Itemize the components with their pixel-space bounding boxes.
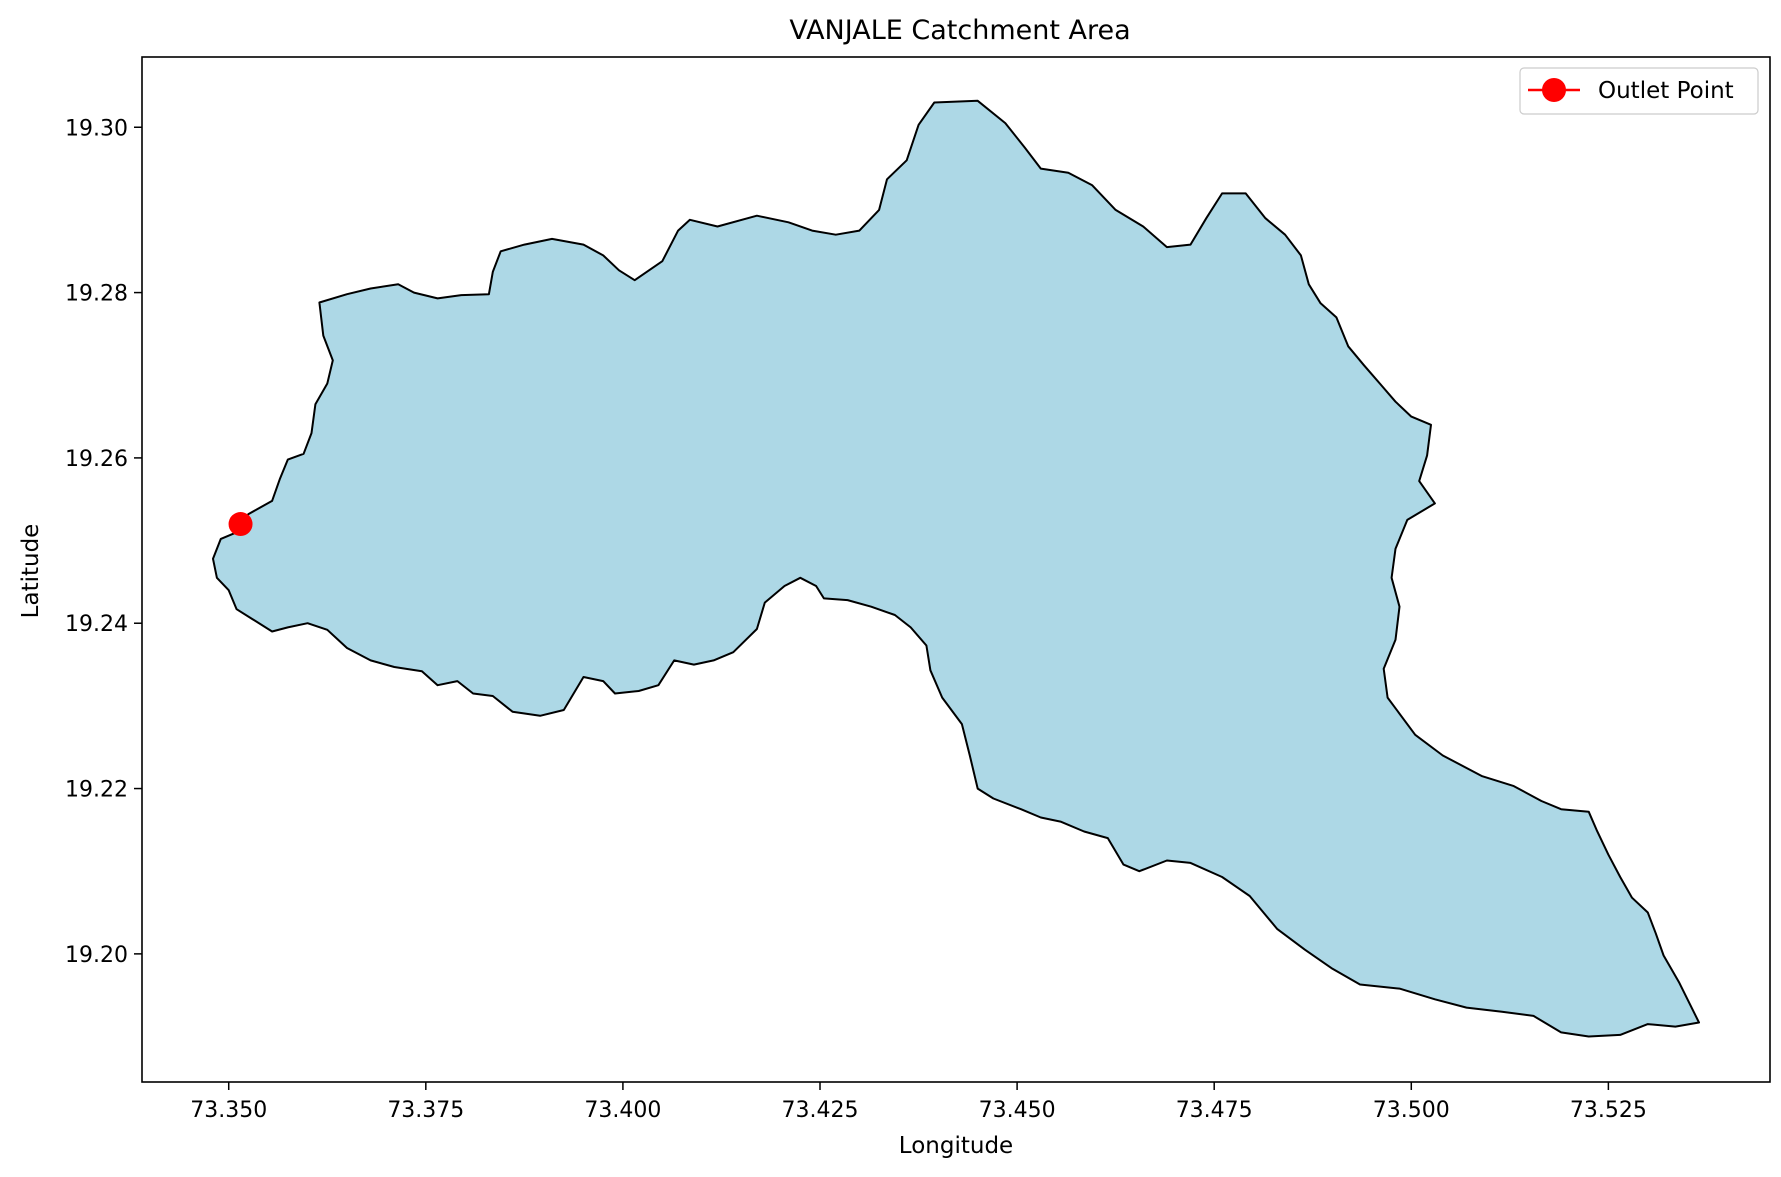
y-tick-label: 19.30 xyxy=(65,116,128,141)
x-axis: 73.350 73.375 73.400 73.425 73.450 73.475 73.5… xyxy=(190,1082,1647,1123)
y-tick-label: 19.20 xyxy=(65,943,128,968)
axes-frame xyxy=(141,56,1771,1083)
chart-title: VANJALE Catchment Area xyxy=(789,15,1130,46)
x-tick-label: 73.500 xyxy=(1373,1098,1450,1123)
y-tick-label: 19.24 xyxy=(65,612,128,637)
legend-marker-sample xyxy=(1542,78,1566,102)
catchment-polygon xyxy=(212,99,1700,1038)
x-tick-label: 73.375 xyxy=(387,1098,464,1123)
y-tick-label: 19.22 xyxy=(65,778,128,803)
x-tick-label: 73.425 xyxy=(782,1098,859,1123)
y-tick-label: 19.26 xyxy=(65,447,128,472)
legend-box xyxy=(1519,67,1759,115)
y-tick-label: 19.28 xyxy=(65,282,128,307)
x-tick-label: 73.525 xyxy=(1570,1098,1647,1123)
x-axis-label: Longitude xyxy=(899,1133,1013,1159)
y-axis-label: Latitude xyxy=(18,524,44,619)
x-tick-label: 73.400 xyxy=(584,1098,661,1123)
legend: Outlet Point xyxy=(1519,67,1759,115)
x-tick-label: 73.450 xyxy=(979,1098,1056,1123)
plot-area xyxy=(141,56,1771,1083)
legend-label-outlet-point: Outlet Point xyxy=(1598,78,1734,104)
y-axis: 19.20 19.22 19.24 19.26 19.28 19.30 xyxy=(65,116,142,968)
x-tick-label: 73.475 xyxy=(1176,1098,1253,1123)
x-tick-label: 73.350 xyxy=(190,1098,267,1123)
outlet-point-marker[interactable] xyxy=(228,512,253,537)
